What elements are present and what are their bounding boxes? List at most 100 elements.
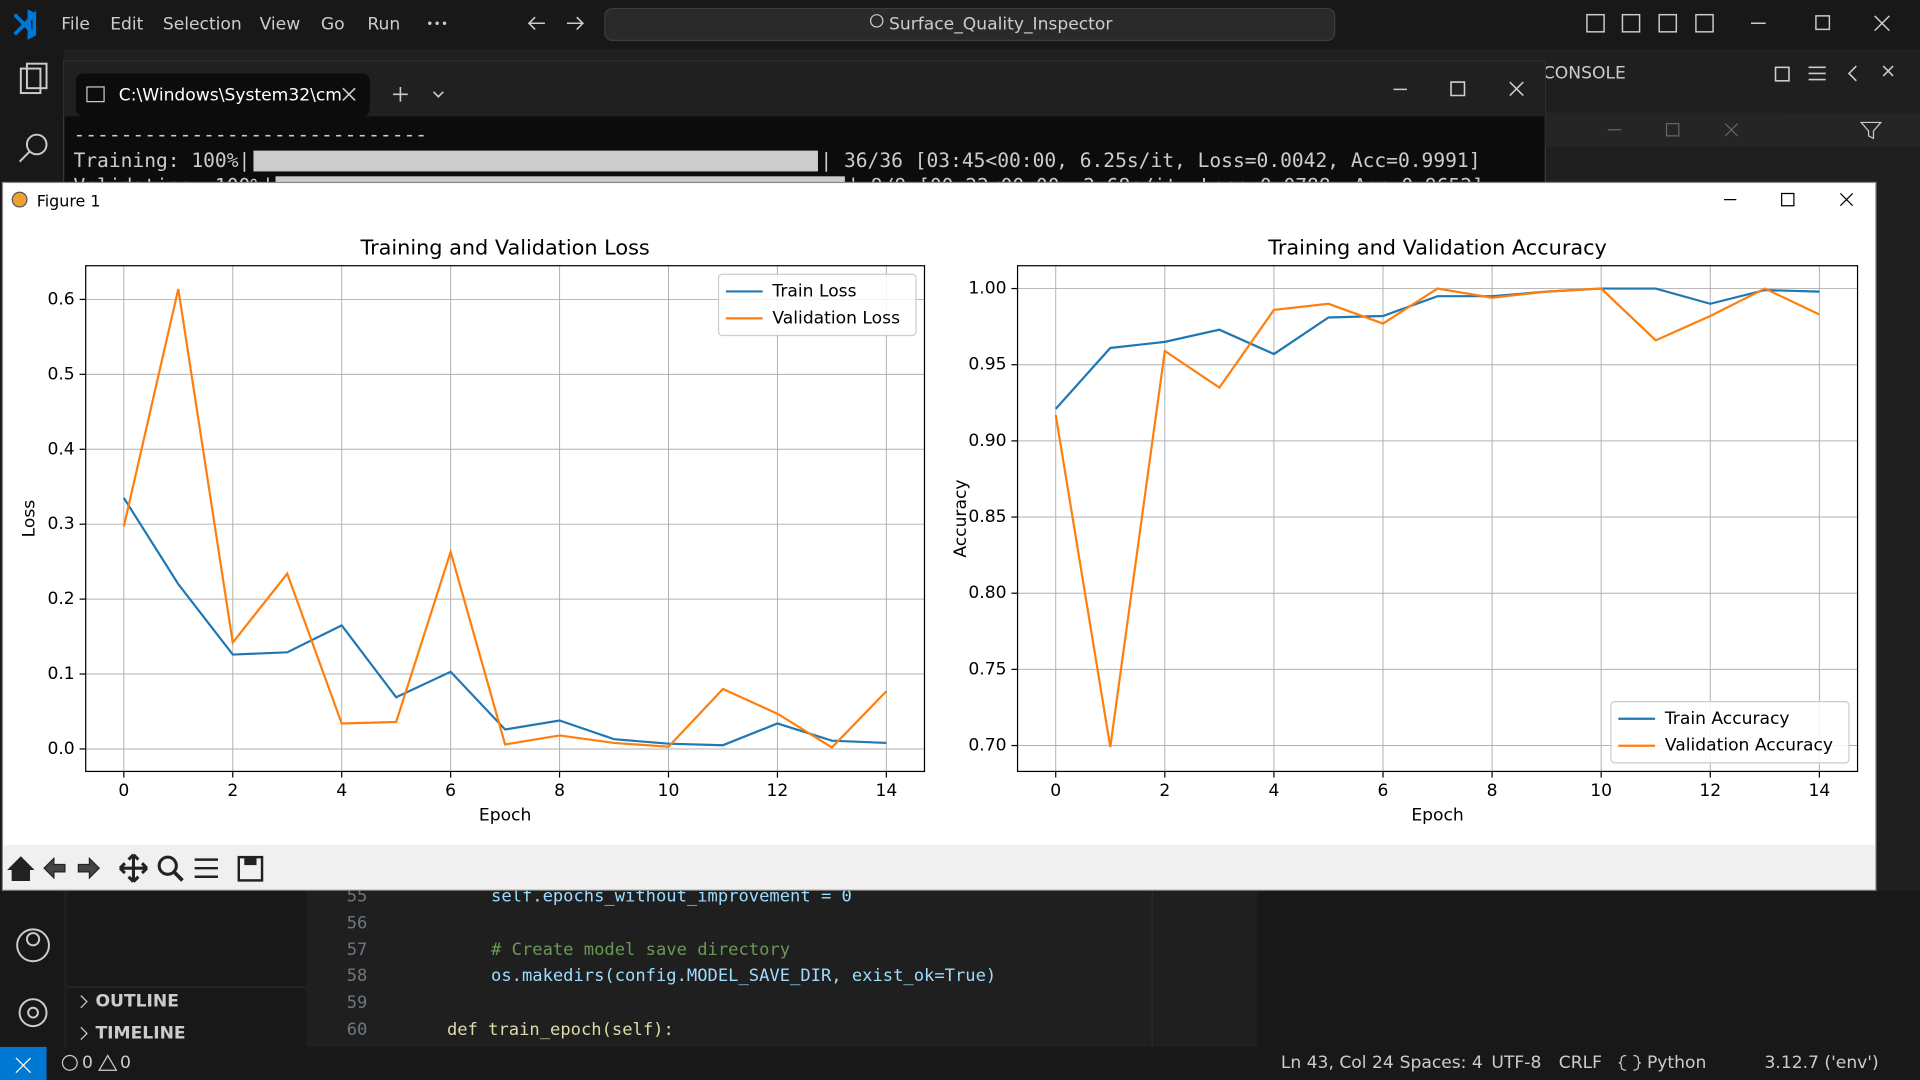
sidebar-section[interactable]: TIMELINE bbox=[96, 1023, 186, 1043]
menu-item[interactable]: View bbox=[260, 14, 301, 34]
x-tick-label: 6 bbox=[445, 781, 456, 801]
x-tick-label: 14 bbox=[1808, 781, 1830, 801]
error-count[interactable]: 0 bbox=[82, 1053, 93, 1073]
x-tick-label: 8 bbox=[554, 781, 565, 801]
x-tick-label: 2 bbox=[227, 781, 238, 801]
status-eol[interactable]: CRLF bbox=[1559, 1053, 1602, 1073]
terminal-line: | 36/36 [03:45<00:00, 6.25s/it, Loss=0.0… bbox=[820, 149, 1480, 172]
y-tick-label: 0.1 bbox=[47, 664, 74, 684]
status-indent[interactable]: Spaces: 4 bbox=[1400, 1053, 1483, 1073]
terminal-line: Training: 100%| bbox=[73, 149, 250, 172]
line-number: 57 bbox=[347, 940, 368, 960]
line-number: 55 bbox=[347, 886, 368, 906]
figure-toolbar bbox=[3, 844, 1875, 889]
sidebar-section[interactable]: OUTLINE bbox=[96, 992, 179, 1012]
background-window-controls bbox=[1607, 123, 1738, 137]
app-logo bbox=[13, 9, 37, 40]
terminal-tab[interactable] bbox=[75, 73, 370, 117]
search-box[interactable] bbox=[604, 7, 1336, 42]
line-number: 58 bbox=[347, 966, 368, 986]
layout-icons[interactable] bbox=[1586, 13, 1890, 33]
y-tick-label: 0.4 bbox=[47, 439, 74, 459]
status-bar bbox=[0, 1046, 1920, 1080]
y-tick-label: 0.2 bbox=[47, 589, 74, 609]
terminal-icon bbox=[86, 86, 105, 103]
remote-button[interactable] bbox=[0, 1046, 47, 1080]
x-tick-label: 0 bbox=[1050, 781, 1061, 801]
y-tick-label: 0.5 bbox=[47, 364, 74, 384]
y-tick-label: 1.00 bbox=[968, 279, 1006, 299]
terminal-line: ------------------------------ bbox=[73, 123, 427, 146]
series-line bbox=[122, 497, 887, 747]
background-window bbox=[1545, 112, 1778, 147]
x-tick-label: 12 bbox=[1699, 781, 1721, 801]
figure-controls[interactable] bbox=[1724, 192, 1854, 207]
x-tick-label: 14 bbox=[875, 781, 897, 801]
series-line bbox=[1054, 287, 1820, 410]
toolbar-icons[interactable] bbox=[7, 853, 264, 883]
figure-icon bbox=[11, 191, 28, 208]
line-number: 60 bbox=[347, 1020, 368, 1040]
line-number: 56 bbox=[347, 913, 368, 933]
status-position[interactable]: Ln 43, Col 24 bbox=[1281, 1053, 1394, 1073]
warning-icon bbox=[98, 1054, 118, 1071]
legend-label: Train Loss bbox=[771, 281, 856, 301]
terminal-controls[interactable] bbox=[342, 81, 1524, 102]
x-tick-label: 4 bbox=[336, 781, 347, 801]
x-tick-label: 4 bbox=[1268, 781, 1279, 801]
y-axis-label: Loss bbox=[19, 500, 39, 538]
menu-item[interactable]: File bbox=[61, 14, 90, 34]
progress-bar bbox=[253, 150, 818, 172]
x-tick-label: 2 bbox=[1159, 781, 1170, 801]
panel-actions[interactable] bbox=[1774, 65, 1894, 82]
legend-box bbox=[1610, 701, 1850, 764]
legend-label: Validation Accuracy bbox=[1665, 736, 1833, 756]
menu-item[interactable]: Go bbox=[321, 14, 345, 34]
line-number: 59 bbox=[347, 993, 368, 1013]
y-tick-label: 0.80 bbox=[968, 583, 1006, 603]
remote-icon bbox=[15, 1057, 32, 1074]
chart-title: Training and Validation Accuracy bbox=[1267, 235, 1607, 259]
error-icon bbox=[61, 1054, 78, 1071]
legend-label: Train Accuracy bbox=[1664, 709, 1790, 729]
secondary-panel bbox=[1257, 890, 1920, 1047]
terminal-tab-title: C:\Windows\System32\cm bbox=[119, 86, 342, 106]
sidebar bbox=[67, 890, 307, 1047]
y-tick-label: 0.6 bbox=[47, 289, 74, 309]
legend-box bbox=[717, 273, 917, 337]
language-icon bbox=[1618, 1054, 1641, 1071]
x-tick-label: 6 bbox=[1378, 781, 1389, 801]
legend-label: Validation Loss bbox=[772, 308, 900, 328]
menu-item[interactable]: Selection bbox=[163, 14, 242, 34]
y-tick-label: 0.70 bbox=[968, 736, 1006, 756]
nav-arrows[interactable] bbox=[527, 16, 584, 30]
activity-icons[interactable] bbox=[16, 62, 50, 1028]
status-language[interactable]: Python bbox=[1647, 1053, 1706, 1073]
x-tick-label: 10 bbox=[1590, 781, 1612, 801]
menu-item[interactable]: Edit bbox=[110, 14, 143, 34]
x-tick-label: 0 bbox=[118, 781, 129, 801]
status-interpreter[interactable]: 3.12.7 ('env') bbox=[1764, 1053, 1878, 1073]
chevrons bbox=[80, 995, 88, 1041]
code-line: # Create model save directory bbox=[491, 940, 790, 960]
code-line: os.makedirs(config.MODEL_SAVE_DIR, exist… bbox=[491, 966, 996, 986]
axes-frame bbox=[85, 265, 926, 773]
y-tick-label: 0.95 bbox=[968, 355, 1006, 375]
panel-tab[interactable]: CONSOLE bbox=[1543, 63, 1626, 83]
y-tick-label: 0.90 bbox=[968, 431, 1006, 451]
more-menu[interactable] bbox=[428, 21, 447, 25]
axes-frame bbox=[1016, 265, 1859, 773]
search-text: Surface_Quality_Inspector bbox=[889, 14, 1113, 34]
filter-icon[interactable] bbox=[1859, 121, 1883, 140]
y-tick-label: 0.3 bbox=[47, 514, 74, 534]
warning-count[interactable]: 0 bbox=[120, 1053, 131, 1073]
code-line: def train_epoch(self): bbox=[447, 1020, 674, 1040]
chart-title: Training and Validation Loss bbox=[359, 235, 649, 259]
menu-item[interactable]: Run bbox=[367, 14, 400, 34]
status-encoding[interactable]: UTF-8 bbox=[1491, 1053, 1541, 1073]
y-tick-label: 0.75 bbox=[968, 659, 1006, 679]
x-axis-label: Epoch bbox=[1411, 806, 1463, 826]
x-tick-label: 8 bbox=[1487, 781, 1498, 801]
charts: 0 2 4 6 8 10 12 14 0.0 0.1 0.2 0.3 0.4 0.5 0.6 Training… bbox=[19, 235, 1859, 826]
